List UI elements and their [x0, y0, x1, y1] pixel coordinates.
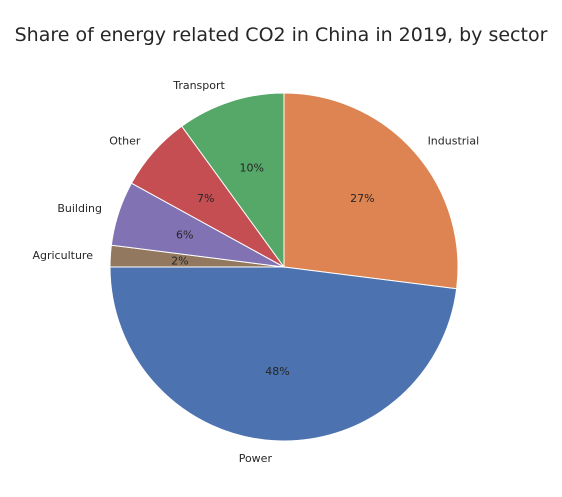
- pie-category-label-building: Building: [57, 202, 102, 215]
- chart-title: Share of energy related CO2 in China in …: [14, 24, 548, 46]
- pie-percent-label-other: 7%: [197, 192, 214, 205]
- pie-percent-label-agriculture: 2%: [171, 254, 188, 267]
- pie-percent-label-industrial: 27%: [350, 192, 374, 205]
- pie-category-label-power: Power: [239, 452, 273, 465]
- pie-percent-label-power: 48%: [265, 365, 289, 378]
- pie-percent-label-transport: 10%: [240, 162, 264, 175]
- pie-percent-labels: 27% 48% 2% 6% 7% 10%: [171, 162, 374, 378]
- pie-slice-industrial: [283, 92, 459, 290]
- pie-percent-label-building: 6%: [176, 229, 193, 242]
- pie-slices: [109, 92, 459, 442]
- pie-category-label-transport: Transport: [172, 79, 225, 92]
- pie-category-labels: Industrial Power Agriculture Building Other T…: [32, 79, 479, 465]
- pie-slice-transport: [181, 92, 285, 269]
- pie-slice-power: [109, 266, 458, 442]
- pie-category-label-industrial: Industrial: [428, 134, 480, 147]
- pie-category-label-other: Other: [109, 134, 141, 147]
- pie-category-label-agriculture: Agriculture: [32, 249, 93, 262]
